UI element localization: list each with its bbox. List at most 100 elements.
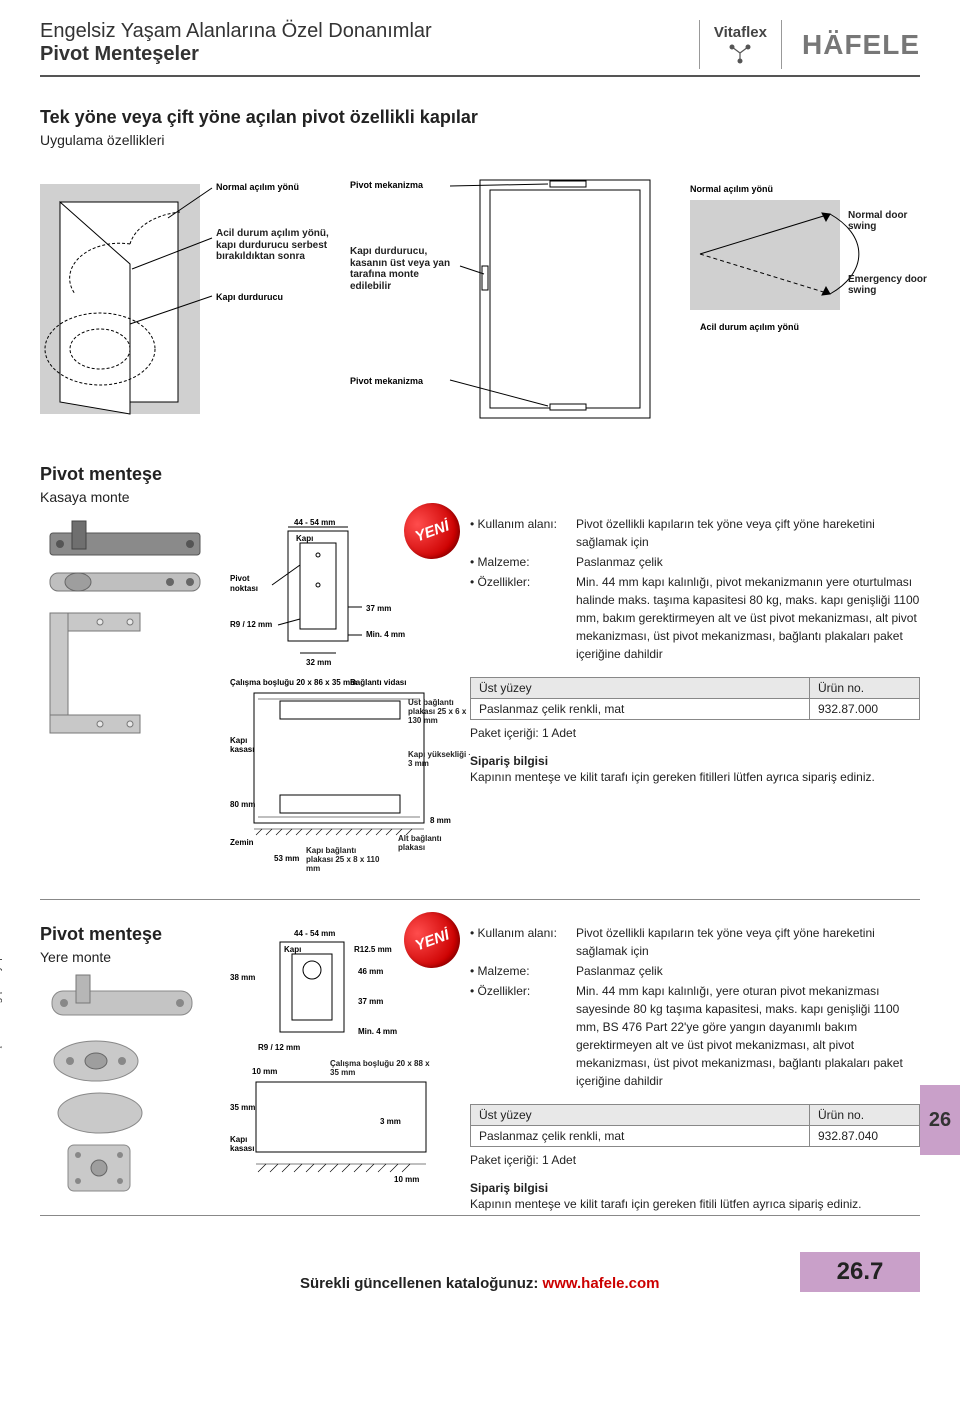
intro-title: Tek yöne veya çift yöne açılan pivot öze…: [40, 107, 920, 128]
sect1-photo-svg: [40, 515, 210, 765]
svg-text:Min. 4 mm: Min. 4 mm: [366, 630, 405, 639]
svg-text:Çalışma boşluğu 20 x 86 x 35 m: Çalışma boşluğu 20 x 86 x 35 mm: [230, 678, 357, 687]
d2-l3: Pivot mekanizma: [350, 376, 424, 386]
sect1-subtitle: Kasaya monte: [40, 489, 920, 505]
svg-text:Kapı: Kapı: [284, 945, 301, 954]
d1-l1: Normal açılım yönü: [216, 182, 299, 192]
sect1-photo: [40, 515, 210, 875]
header-line2: Pivot Menteşeler: [40, 43, 432, 66]
s1-th-surface: Üst yüzey: [471, 678, 810, 699]
svg-text:53 mm: 53 mm: [274, 854, 299, 863]
d3-l1: Normal açılım yönü: [690, 184, 773, 194]
svg-text:38 mm: 38 mm: [230, 973, 255, 982]
sect2-photo-svg: [40, 965, 210, 1195]
diagram-2: Pivot mekanizma Kapı durdurucu, kasanın …: [350, 174, 660, 424]
diagram-1: Normal açılım yönü Acil durum açılım yön…: [40, 174, 330, 424]
header: Engelsiz Yaşam Alanlarına Özel Donanımla…: [40, 20, 920, 77]
s2-mat: Paslanmaz çelik: [576, 962, 920, 980]
footer-page: 26.7: [800, 1252, 920, 1292]
divider-1: [40, 899, 920, 900]
svg-text:Kapıkasası: Kapıkasası: [230, 1135, 254, 1153]
sect2: Pivot menteşe Yere monte YENİ: [40, 924, 920, 1211]
header-line1: Engelsiz Yaşam Alanlarına Özel Donanımla…: [40, 20, 432, 43]
d2-l1: Pivot mekanizma: [350, 180, 424, 190]
s1-order-text: Kapının menteşe ve kilit tarafı için ger…: [470, 770, 920, 784]
s2-order-head: Sipariş bilgisi: [470, 1181, 920, 1195]
s2-th-sku: Ürün no.: [810, 1105, 920, 1126]
vitaflex-icon: [725, 43, 755, 65]
d1-l3: Kapı durdurucu: [216, 292, 283, 302]
s2-feat: Min. 44 mm kapı kalınlığı, yere oturan p…: [576, 982, 920, 1090]
svg-text:3 mm: 3 mm: [380, 1117, 401, 1126]
svg-text:8 mm: 8 mm: [430, 816, 451, 825]
s1-usage-lbl: Kullanım alanı:: [470, 515, 570, 551]
footer-text: Sürekli güncellenen kataloğunuz: www.haf…: [40, 1275, 660, 1292]
svg-text:35 mm: 35 mm: [230, 1103, 255, 1112]
s1-mat: Paslanmaz çelik: [576, 553, 920, 571]
s2-usage-lbl: Kullanım alanı:: [470, 924, 570, 960]
sect2-tech: YENİ 44 - 54 mm Kapı R12.5 mm 46 mm 38 m…: [230, 924, 450, 1211]
sect2-subtitle: Yere monte: [40, 949, 210, 965]
svg-text:Kapı: Kapı: [296, 534, 313, 543]
svg-text:Bağlantı vidası: Bağlantı vidası: [350, 678, 406, 687]
svg-text:46 mm: 46 mm: [358, 967, 383, 976]
sect1-table: Üst yüzeyÜrün no. Paslanmaz çelik renkli…: [470, 677, 920, 720]
s2-td-sku: 932.87.040: [810, 1126, 920, 1147]
svg-text:10 mm: 10 mm: [394, 1175, 419, 1184]
brand-hafele: HÄFELE: [802, 29, 920, 61]
svg-text:80 mm: 80 mm: [230, 800, 255, 809]
svg-text:32 mm: 32 mm: [306, 658, 331, 667]
diagram-3-svg: Normal açılım yönü Normal door swing Eme…: [680, 174, 930, 374]
s2-td-surface: Paslanmaz çelik renkli, mat: [471, 1126, 810, 1147]
s2-order-text: Kapının menteşe ve kilit tarafı için ger…: [470, 1197, 920, 1211]
footer-url: www.hafele.com: [543, 1275, 660, 1292]
s1-td-surface: Paslanmaz çelik renkli, mat: [471, 699, 810, 720]
s2-th-surface: Üst yüzey: [471, 1105, 810, 1126]
diagram-2-svg: Pivot mekanizma Kapı durdurucu, kasanın …: [350, 174, 660, 424]
svg-text:R12.5 mm: R12.5 mm: [354, 945, 392, 954]
sect2-title: Pivot menteşe: [40, 924, 210, 945]
sect1-tech-bottom: Çalışma boşluğu 20 x 86 x 35 mm Bağlantı…: [230, 675, 470, 875]
footer: Sürekli güncellenen kataloğunuz: www.haf…: [40, 1215, 920, 1292]
sect1-body: YENİ 44 - 54 mm Kapı 37 mm Min. 4 mm 32 …: [40, 515, 920, 875]
d3-l4: Acil durum açılım yönü: [700, 322, 799, 332]
s1-th-sku: Ürün no.: [810, 678, 920, 699]
sect1-spec: Kullanım alanı:Pivot özellikli kapıların…: [470, 515, 920, 875]
sect2-table: Üst yüzeyÜrün no. Paslanmaz çelik renkli…: [470, 1104, 920, 1147]
sect1-title: Pivot menteşe: [40, 464, 920, 485]
svg-text:44 - 54 mm: 44 - 54 mm: [294, 518, 335, 527]
diagram-3: Normal açılım yönü Normal door swing Eme…: [680, 174, 930, 374]
s1-feat-lbl: Özellikler:: [470, 573, 570, 663]
svg-text:37 mm: 37 mm: [366, 604, 391, 613]
brand-vitaflex: Vitaflex: [699, 20, 782, 69]
svg-text:Kapıkasası: Kapıkasası: [230, 736, 254, 754]
diagram-row: Normal açılım yönü Acil durum açılım yön…: [40, 174, 920, 424]
sect2-tech-svg: 44 - 54 mm Kapı R12.5 mm 46 mm 38 mm 37 …: [230, 924, 450, 1204]
s1-order-head: Sipariş bilgisi: [470, 754, 920, 768]
sect2-spec: Kullanım alanı:Pivot özellikli kapıların…: [470, 924, 920, 1211]
s2-usage: Pivot özellikli kapıların tek yöne veya …: [576, 924, 920, 960]
svg-text:37 mm: 37 mm: [358, 997, 383, 1006]
s2-feat-lbl: Özellikler:: [470, 982, 570, 1090]
d3-l3: Emergency door swing: [848, 274, 928, 296]
s1-mat-lbl: Malzeme:: [470, 553, 570, 571]
d1-l2: Acil durum açılım yönü, kapı durdurucu s…: [216, 228, 330, 263]
s1-usage: Pivot özellikli kapıların tek yöne veya …: [576, 515, 920, 551]
d3-l2: Normal door swing: [848, 210, 928, 232]
svg-text:Pivotnoktası: Pivotnoktası: [230, 574, 258, 593]
d2-l2: Kapı durdurucu, kasanın üst veya yan tar…: [350, 246, 458, 292]
svg-text:Min. 4 mm: Min. 4 mm: [358, 1027, 397, 1036]
svg-text:R9 / 12 mm: R9 / 12 mm: [258, 1043, 300, 1052]
svg-text:R9 / 12 mm: R9 / 12 mm: [230, 620, 272, 629]
s1-feat: Min. 44 mm kapı kalınlığı, pivot mekaniz…: [576, 573, 920, 663]
svg-text:10 mm: 10 mm: [252, 1067, 277, 1076]
s1-pack: Paket içeriği: 1 Adet: [470, 726, 920, 740]
svg-text:Zemin: Zemin: [230, 838, 254, 847]
s1-td-sku: 932.87.000: [810, 699, 920, 720]
svg-text:44 - 54 mm: 44 - 54 mm: [294, 929, 335, 938]
footer-label: Sürekli güncellenen kataloğunuz:: [300, 1275, 543, 1292]
intro-subtitle: Uygulama özellikleri: [40, 132, 920, 148]
diagram-1-svg: Normal açılım yönü Acil durum açılım yön…: [40, 174, 330, 424]
intro: Tek yöne veya çift yöne açılan pivot öze…: [40, 107, 920, 148]
sect1-tech: YENİ 44 - 54 mm Kapı 37 mm Min. 4 mm 32 …: [230, 515, 450, 875]
